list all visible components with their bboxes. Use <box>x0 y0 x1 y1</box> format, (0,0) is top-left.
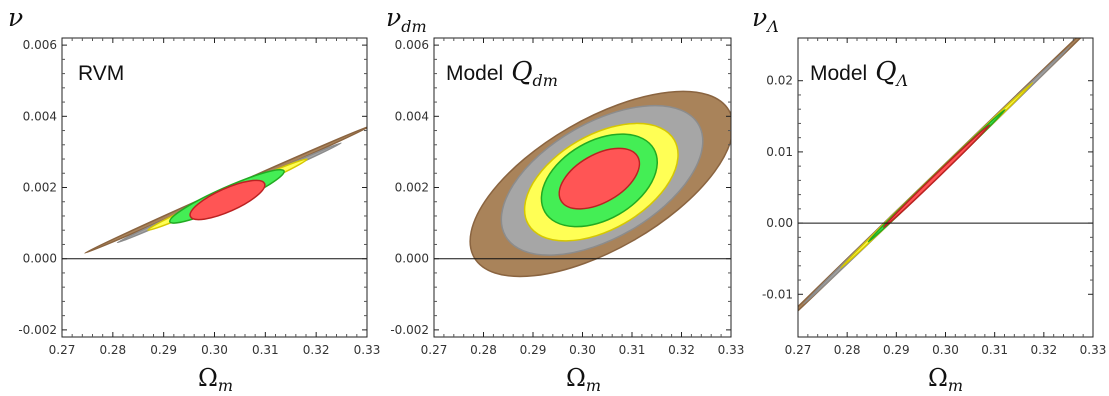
x-tick-label: 0.30 <box>201 343 228 357</box>
x-axis-label: Ωm <box>198 364 233 395</box>
panel-annotation: RVM <box>78 62 124 85</box>
y-tick-label: 0.006 <box>395 38 429 52</box>
y-axis-label-subscript: dm <box>401 17 426 36</box>
x-tick-label: 0.32 <box>668 343 695 357</box>
panel-2: 0.27 0.28 0.29 0.30 0.31 0.32 0.33 -0.002 0.000 0… <box>386 3 745 395</box>
x-tick-label: 0.31 <box>981 343 1008 357</box>
y-tick-label: 0.02 <box>766 74 793 88</box>
x-tick-label: 0.28 <box>834 343 861 357</box>
model-symbol-subscript: Λ <box>895 71 909 90</box>
x-axis-label-subscript: m <box>586 376 601 395</box>
panel-3: 0.27 0.28 0.29 0.30 0.31 0.32 0.33 -0.01 0.00 0.0… <box>752 3 1107 395</box>
x-axis-label-subscript: m <box>218 376 233 395</box>
x-tick-label: 0.30 <box>932 343 959 357</box>
x-tick-label: 0.27 <box>421 343 448 357</box>
panel-annotation: Model Qdm <box>446 57 558 90</box>
model-name: RVM <box>78 62 124 85</box>
contour-level-0 <box>882 124 991 229</box>
y-axis-label: ν <box>8 3 23 32</box>
y-tick-label: 0.004 <box>395 109 429 123</box>
y-tick-label: -0.002 <box>390 323 429 337</box>
contour-level-0 <box>558 147 641 210</box>
x-tick-label: 0.28 <box>99 343 126 357</box>
x-tick-label: 0.29 <box>883 343 910 357</box>
y-tick-label: 0.000 <box>395 252 429 266</box>
contour-group <box>798 38 1093 337</box>
x-axis-label-subscript: m <box>948 376 963 395</box>
contour-group <box>469 90 731 278</box>
model-symbol-subscript: dm <box>533 71 558 90</box>
x-tick-label: 0.27 <box>49 343 76 357</box>
model-name: Model <box>810 62 867 85</box>
x-tick-label: 0.31 <box>619 343 646 357</box>
x-axis-label-symbol: Ω <box>928 364 948 392</box>
x-tick-label: 0.31 <box>252 343 279 357</box>
x-tick-label: 0.32 <box>303 343 330 357</box>
y-axis-label-symbol: ν <box>8 3 23 32</box>
x-tick-label: 0.33 <box>354 343 381 357</box>
y-tick-label: 0.00 <box>766 216 793 230</box>
x-tick-label: 0.30 <box>569 343 596 357</box>
x-tick-label: 0.28 <box>470 343 497 357</box>
model-name: Model <box>446 62 503 85</box>
model-symbol: Q <box>875 57 896 87</box>
y-tick-label: 0.01 <box>766 145 793 159</box>
x-tick-label: 0.33 <box>718 343 745 357</box>
contour-group <box>84 124 367 254</box>
model-symbol: Q <box>511 57 532 87</box>
y-axis-label-symbol: ν <box>752 3 767 32</box>
contour-level-0 <box>189 179 266 221</box>
x-tick-label: 0.29 <box>150 343 177 357</box>
x-tick-label: 0.29 <box>520 343 547 357</box>
y-tick-label: 0.002 <box>395 181 429 195</box>
x-tick-label: 0.32 <box>1030 343 1057 357</box>
x-axis-label-symbol: Ω <box>566 364 586 392</box>
contour-level-4 <box>798 38 1093 337</box>
x-tick-label: 0.33 <box>1080 343 1107 357</box>
panel-1: 0.27 0.28 0.29 0.30 0.31 0.32 0.33 -0.002 0.000 0… <box>8 3 380 395</box>
y-axis-label-subscript: Λ <box>765 17 779 36</box>
y-tick-label: 0.006 <box>23 38 57 52</box>
y-axis-label-symbol: ν <box>386 3 401 32</box>
y-tick-label: 0.002 <box>23 181 57 195</box>
y-tick-label: 0.004 <box>23 109 57 123</box>
x-axis-label: Ωm <box>566 364 601 395</box>
y-axis-label: νdm <box>386 3 427 36</box>
y-tick-label: -0.002 <box>18 323 57 337</box>
panel-annotation: Model QΛ <box>810 57 908 90</box>
x-axis-label: Ωm <box>928 364 963 395</box>
y-axis-label: νΛ <box>752 3 779 36</box>
x-tick-label: 0.27 <box>785 343 812 357</box>
x-axis-label-symbol: Ω <box>198 364 218 392</box>
y-tick-label: 0.000 <box>23 252 57 266</box>
y-tick-label: -0.01 <box>762 287 793 301</box>
